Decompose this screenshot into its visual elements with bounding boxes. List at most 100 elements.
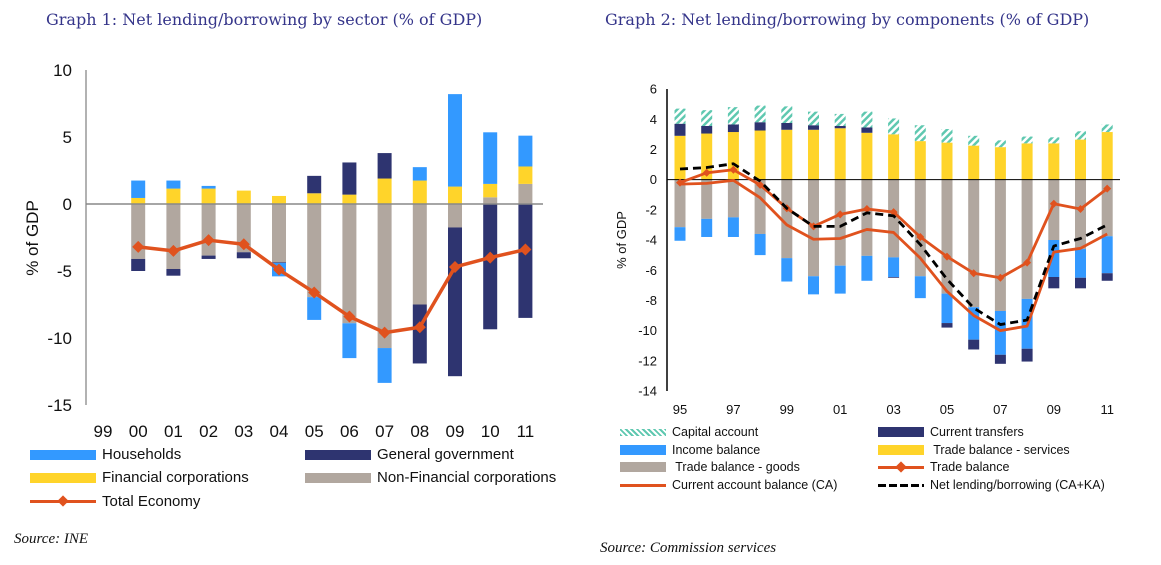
bar-households <box>377 348 392 383</box>
x-tick-label: 00 <box>129 422 148 441</box>
marker-trade-balance <box>1023 258 1032 267</box>
bar-current-transfers <box>968 339 980 350</box>
marker-trade-balance <box>1049 199 1058 208</box>
bar-households <box>307 297 322 320</box>
bar-trade-balance-goods <box>861 179 873 256</box>
bar-income-balance <box>1101 236 1113 274</box>
x-tick-label: 02 <box>199 422 218 441</box>
bar-households <box>201 185 216 189</box>
bar-households <box>166 180 181 189</box>
marker-total-economy <box>343 310 356 323</box>
bar-trade-balance-services <box>994 147 1006 180</box>
legend-label: Net lending/borrowing (CA+KA) <box>930 478 1105 492</box>
legend-label: Capital account <box>672 425 759 439</box>
x-tick-label: 04 <box>270 422 289 441</box>
y-tick-label: -10 <box>47 329 72 348</box>
legend-item: Financial corporations <box>30 469 249 486</box>
bar-trade-balance-services <box>888 134 900 180</box>
bar-trade-balance-goods <box>701 179 713 219</box>
y-tick-label: 0 <box>650 172 657 187</box>
bar-non-financial-corporations <box>166 204 181 269</box>
legend-item: Total Economy <box>30 493 200 510</box>
bar-households <box>448 94 462 187</box>
bar-capital-account <box>914 125 926 142</box>
legend-item: Non-Financial corporations <box>305 469 556 486</box>
bar-capital-account <box>808 111 819 126</box>
bar-trade-balance-services <box>941 142 953 180</box>
bar-trade-balance-services <box>968 145 980 180</box>
bar-capital-account <box>754 105 766 123</box>
bar-trade-balance-services <box>861 132 873 180</box>
legend-swatch-income-balance-icon <box>620 445 666 455</box>
marker-trade-balance <box>862 205 871 214</box>
graph2-plot: 6 4 2 0 -2 -4 -6 -8 -10 -12 -14 95 97 99 01 03 05 07 09 11%… <box>614 82 1120 417</box>
x-tick-label: 06 <box>340 422 359 441</box>
bar-capital-account <box>834 113 846 126</box>
bar-financial-corporations <box>131 197 146 204</box>
bar-income-balance <box>1075 249 1086 278</box>
bar-current-transfers <box>674 123 686 136</box>
bar-current-transfers <box>834 125 846 129</box>
bar-non-financial-corporations <box>307 204 322 298</box>
marker-total-economy <box>308 286 321 299</box>
legend-swatch-capital-account-icon <box>620 428 666 436</box>
bar-trade-balance-goods <box>754 179 766 234</box>
bar-financial-corporations <box>342 194 357 204</box>
bar-capital-account <box>727 107 739 125</box>
bar-trade-balance-services <box>808 129 819 180</box>
bar-capital-account <box>994 140 1006 148</box>
bar-income-balance <box>754 233 766 256</box>
bar-income-balance <box>674 227 686 241</box>
bar-financial-corporations <box>518 166 533 184</box>
line-net-lending-borrowing-ca-ka- <box>679 162 1108 326</box>
bar-trade-balance-services <box>1048 143 1060 180</box>
legend-item: General government <box>305 446 514 463</box>
bar-general-government <box>307 175 322 194</box>
bar-general-government <box>236 252 251 259</box>
legend-label: Households <box>102 446 182 463</box>
bar-non-financial-corporations <box>448 204 462 228</box>
bar-non-financial-corporations <box>518 183 533 204</box>
marker-trade-balance <box>809 222 818 231</box>
bar-trade-balance-goods <box>994 179 1006 311</box>
graph1-title: Graph 1: Net lending/borrowing by sector… <box>46 10 483 29</box>
bar-income-balance <box>834 265 846 294</box>
legend-swatch-current-transfers-icon <box>878 427 924 437</box>
y-tick-label: -8 <box>645 293 657 308</box>
bar-current-transfers <box>754 122 766 131</box>
bar-capital-account <box>1101 124 1113 133</box>
y-tick-label: -10 <box>638 323 657 338</box>
bar-financial-corporations <box>412 180 427 204</box>
y-tick-label: -6 <box>645 263 657 278</box>
legend-label: Financial corporations <box>102 469 249 486</box>
bar-current-transfers <box>1101 273 1113 281</box>
x-tick-label: 97 <box>726 402 740 417</box>
x-tick-label: 01 <box>164 422 183 441</box>
x-tick-label: 09 <box>446 422 465 441</box>
legend-label: Trade balance <box>930 460 1010 474</box>
bar-general-government <box>342 162 357 195</box>
bar-non-financial-corporations <box>272 204 286 263</box>
y-tick-label: -12 <box>638 353 657 368</box>
bar-trade-balance-goods <box>674 179 686 228</box>
x-tick-label: 03 <box>234 422 253 441</box>
legend-swatch-trade-balance-services-icon <box>878 445 924 455</box>
legend-label: General government <box>377 446 514 463</box>
marker-trade-balance <box>889 208 898 217</box>
bar-trade-balance-services <box>1021 143 1033 180</box>
bar-financial-corporations <box>448 186 462 204</box>
legend-item: Income balance <box>620 443 760 457</box>
x-tick-label: 11 <box>1100 402 1114 417</box>
legend-item: Trade balance - services <box>878 443 1070 457</box>
bar-non-financial-corporations <box>412 204 427 305</box>
marker-total-economy <box>378 326 391 339</box>
bar-income-balance <box>994 310 1006 355</box>
y-axis-label: % of GDP <box>614 211 629 269</box>
marker-total-economy <box>237 238 250 251</box>
legend-swatch-households-icon <box>30 449 96 460</box>
bar-general-government <box>483 204 498 330</box>
bar-current-transfers <box>1048 276 1060 289</box>
x-tick-label: 05 <box>940 402 954 417</box>
bar-general-government <box>272 262 286 263</box>
graph1-plot: 10 5 0 -5 -10 -15 99 00 01 02 03 04 05 06 07 08 09 10 11 % … <box>23 61 543 441</box>
